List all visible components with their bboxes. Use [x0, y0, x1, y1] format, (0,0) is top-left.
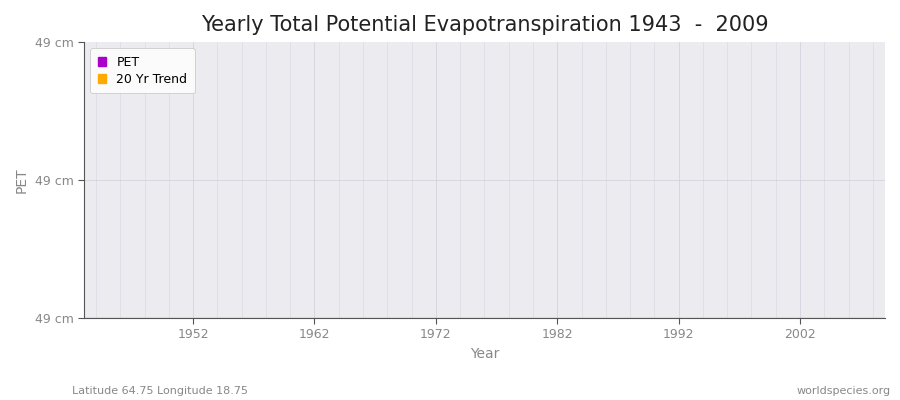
Text: Latitude 64.75 Longitude 18.75: Latitude 64.75 Longitude 18.75: [72, 386, 248, 396]
Title: Yearly Total Potential Evapotranspiration 1943  -  2009: Yearly Total Potential Evapotranspiratio…: [201, 15, 769, 35]
Y-axis label: PET: PET: [15, 167, 29, 193]
Text: worldspecies.org: worldspecies.org: [796, 386, 891, 396]
X-axis label: Year: Year: [470, 347, 500, 361]
Legend: PET, 20 Yr Trend: PET, 20 Yr Trend: [90, 48, 194, 93]
